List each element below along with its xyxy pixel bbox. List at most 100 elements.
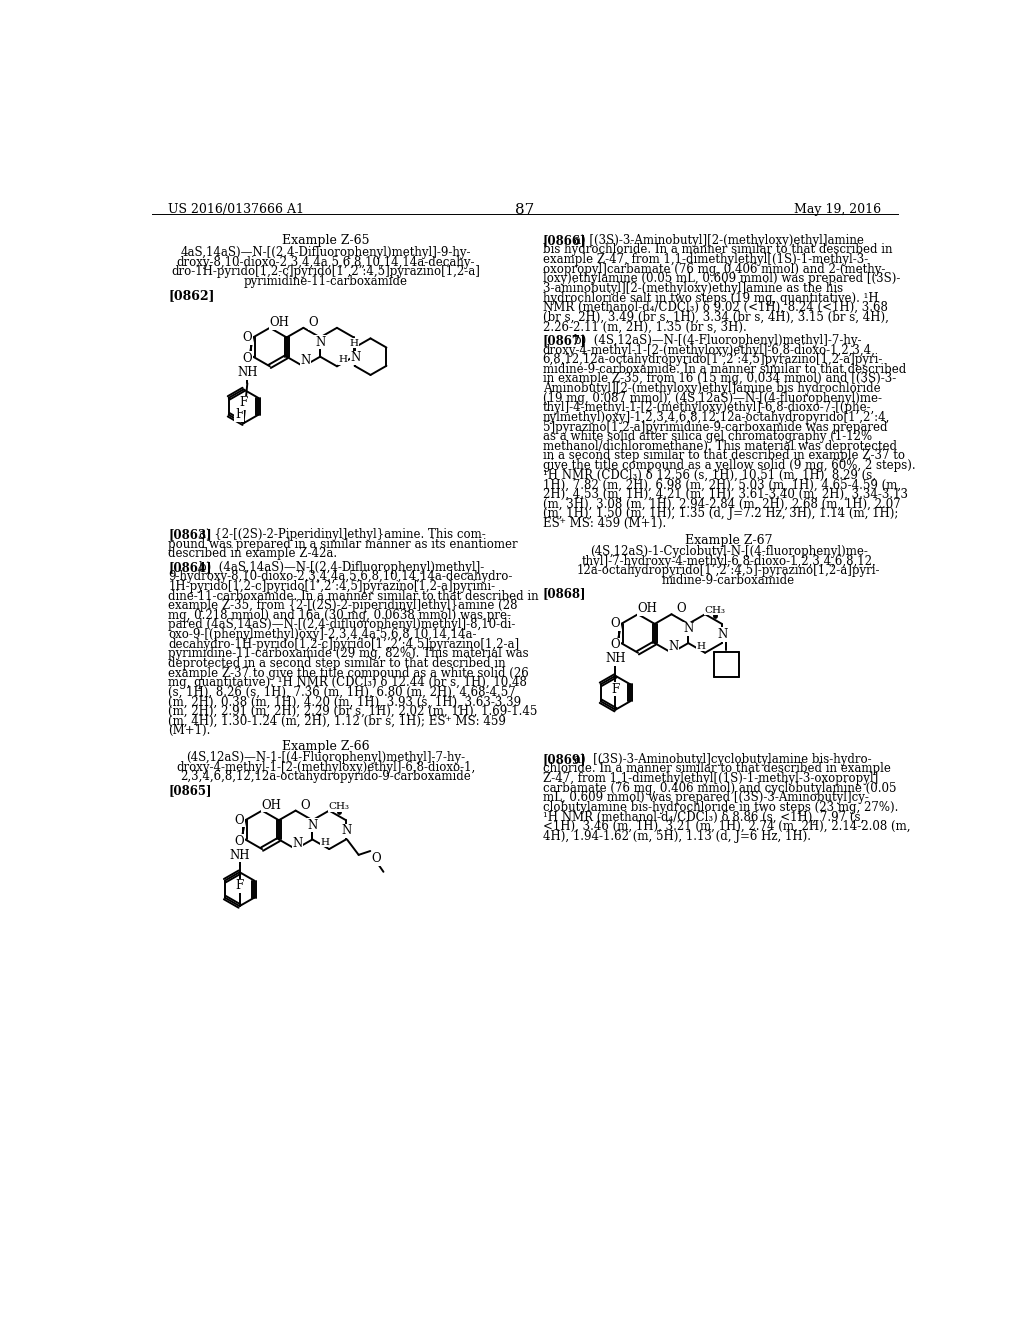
Text: N: N — [342, 824, 352, 837]
Text: pared (4aS,14aS)—N-[(2,4-difluorophenyl)methyl]-8,10-di-: pared (4aS,14aS)—N-[(2,4-difluorophenyl)… — [168, 619, 516, 631]
Text: O: O — [234, 834, 245, 847]
Text: 2H), 4.53 (m, 1H), 4.21 (m, 1H), 3.61-3.40 (m, 2H), 3.34-3.13: 2H), 4.53 (m, 1H), 4.21 (m, 1H), 3.61-3.… — [543, 488, 907, 502]
Text: example Z-47, from 1,1-dimethylethyl[(1S)-1-methyl-3-: example Z-47, from 1,1-dimethylethyl[(1S… — [543, 253, 868, 267]
Text: (4S,12aS)—N-1-[(4-Fluorophenyl)methyl]-7-hy-: (4S,12aS)—N-1-[(4-Fluorophenyl)methyl]-7… — [186, 751, 465, 764]
Text: F: F — [611, 682, 620, 696]
Text: carbamate (76 mg, 0.406 mmol) and cyclobutylamine (0.05: carbamate (76 mg, 0.406 mmol) and cyclob… — [543, 781, 896, 795]
Text: 87: 87 — [515, 203, 535, 216]
Text: May 19, 2016: May 19, 2016 — [795, 203, 882, 216]
Text: (M+1).: (M+1). — [168, 725, 211, 738]
Text: pyrimidine-11-carboxamide: pyrimidine-11-carboxamide — [244, 275, 408, 288]
Text: [0868]: [0868] — [543, 587, 586, 601]
Text: droxy-4-methyl-1-[2-(methyloxy)ethyl]-6,8-dioxo-1,2,3,4,: droxy-4-methyl-1-[2-(methyloxy)ethyl]-6,… — [543, 343, 876, 356]
Text: oxo-9-[(phenylmethyl)oxy]-2,3,4,4a,5,6,8,10,14,14a-: oxo-9-[(phenylmethyl)oxy]-2,3,4,4a,5,6,8… — [168, 628, 477, 642]
Text: 5]pyrazino[1,2-a]pyrimidine-9-carboxamide was prepared: 5]pyrazino[1,2-a]pyrimidine-9-carboxamid… — [543, 421, 887, 433]
Text: N: N — [683, 622, 693, 635]
Text: nylmethyl)oxy]-1,2,3,4,6,8,12,12a-octahydropyrido[1’,2’:4,: nylmethyl)oxy]-1,2,3,4,6,8,12,12a-octahy… — [543, 411, 890, 424]
Text: hydrochloride salt in two steps (19 mg, quantitative). ¹H: hydrochloride salt in two steps (19 mg, … — [543, 292, 879, 305]
Text: O: O — [677, 602, 686, 615]
Text: Example Z-67: Example Z-67 — [685, 535, 772, 548]
Text: chloride. In a manner similar to that described in example: chloride. In a manner similar to that de… — [543, 763, 891, 775]
Text: H: H — [338, 355, 347, 364]
Text: pound was prepared in a similar manner as its enantiomer: pound was prepared in a similar manner a… — [168, 537, 518, 550]
Text: [0867]: [0867] — [543, 334, 586, 347]
Text: N: N — [300, 354, 310, 367]
Text: oxopropyl]carbamate (76 mg, 0.406 mmol) and 2-(methy-: oxopropyl]carbamate (76 mg, 0.406 mmol) … — [543, 263, 885, 276]
Text: (m, 2H), 2.91 (m, 2H), 2.29 (br s, 1H), 2.02 (m, 1H), 1.69-1.45: (m, 2H), 2.91 (m, 2H), 2.29 (br s, 1H), … — [168, 705, 538, 718]
Text: F: F — [234, 408, 243, 421]
Text: 1H), 7.82 (m, 2H), 6.98 (m, 2H), 5.03 (m, 1H), 4.65-4.59 (m,: 1H), 7.82 (m, 2H), 6.98 (m, 2H), 5.03 (m… — [543, 478, 901, 491]
Text: example Z-35, from {2-[(2S)-2-piperidinyl]ethyl}amine (28: example Z-35, from {2-[(2S)-2-piperidiny… — [168, 599, 518, 612]
Text: a)  [(3S)-3-Aminobutyl]cyclobutylamine bis-hydro-: a) [(3S)-3-Aminobutyl]cyclobutylamine bi… — [573, 752, 871, 766]
Text: droxy-4-methyl-1-[2-(methyloxy)ethyl]-6,8-dioxo-1,: droxy-4-methyl-1-[2-(methyloxy)ethyl]-6,… — [176, 760, 475, 774]
Text: 2,3,4,6,8,12,12a-octahydropyrido-9-carboxamide: 2,3,4,6,8,12,12a-octahydropyrido-9-carbo… — [180, 770, 471, 783]
Text: 1H-pyrido[1,2-c]pyrido[1’,2’:4,5]pyrazino[1,2-a]pyrimi-: 1H-pyrido[1,2-c]pyrido[1’,2’:4,5]pyrazin… — [168, 579, 496, 593]
Text: midine-9-carboxamide: midine-9-carboxamide — [663, 574, 796, 587]
Text: a) {2-[(2S)-2-Piperidinyl]ethyl}amine. This com-: a) {2-[(2S)-2-Piperidinyl]ethyl}amine. T… — [200, 528, 486, 541]
Text: NMR (methanol-d₄/CDCl₃) δ 9.02 (<1H), 8.24 (<1H), 3.68: NMR (methanol-d₄/CDCl₃) δ 9.02 (<1H), 8.… — [543, 301, 888, 314]
Text: pyrimidine-11-carboxamide (29 mg, 82%). This material was: pyrimidine-11-carboxamide (29 mg, 82%). … — [168, 647, 529, 660]
Text: (s, 1H), 8.26 (s, 1H), 7.36 (m, 1H), 6.80 (m, 2H), 4.68-4.57: (s, 1H), 8.26 (s, 1H), 7.36 (m, 1H), 6.8… — [168, 686, 516, 698]
Text: 12a-octahydropyrido[1’,2’:4,5]-pyrazino[1,2-a]pyri-: 12a-octahydropyrido[1’,2’:4,5]-pyrazino[… — [577, 564, 881, 577]
Text: 4aS,14aS)—N-[(2,4-Difluorophenyl)methyl]-9-hy-: 4aS,14aS)—N-[(2,4-Difluorophenyl)methyl]… — [180, 246, 471, 259]
Text: H: H — [350, 339, 358, 347]
Text: O: O — [243, 331, 252, 345]
Text: [0863]: [0863] — [168, 528, 212, 541]
Text: give the title compound as a yellow solid (9 mg, 60%, 2 steps).: give the title compound as a yellow soli… — [543, 459, 915, 473]
Text: clobutylamine bis-hydrochloride in two steps (23 mg, 27%).: clobutylamine bis-hydrochloride in two s… — [543, 801, 898, 814]
Text: a) [(3S)-3-Aminobutyl][2-(methyloxy)ethyl]amine: a) [(3S)-3-Aminobutyl][2-(methyloxy)ethy… — [573, 234, 863, 247]
Text: Example Z-66: Example Z-66 — [282, 741, 370, 754]
Text: N: N — [669, 640, 679, 653]
Text: 2.26-2.11 (m, 2H), 1.35 (br s, 3H).: 2.26-2.11 (m, 2H), 1.35 (br s, 3H). — [543, 321, 746, 334]
Text: [0862]: [0862] — [168, 289, 215, 302]
Text: O: O — [610, 638, 621, 651]
Text: example Z-37 to give the title compound as a white solid (26: example Z-37 to give the title compound … — [168, 667, 529, 680]
Text: N: N — [293, 837, 303, 850]
Text: F: F — [236, 879, 244, 892]
Text: N: N — [351, 351, 361, 364]
Text: mg, quantitative). ¹H NMR (CDCl₃) δ 12.44 (br s, 1H), 10.48: mg, quantitative). ¹H NMR (CDCl₃) δ 12.4… — [168, 676, 527, 689]
Text: dine-11-carboxamide. In a manner similar to that described in: dine-11-carboxamide. In a manner similar… — [168, 590, 539, 603]
Text: (m, 3H), 3.08 (m, 1H), 2.94-2.84 (m, 2H), 2.68 (m, 1H), 2.07: (m, 3H), 3.08 (m, 1H), 2.94-2.84 (m, 2H)… — [543, 498, 900, 511]
Text: US 2016/0137666 A1: US 2016/0137666 A1 — [168, 203, 304, 216]
Text: thyl]-7-hydroxy-4-methyl-6,8-dioxo-1,2,3,4,6,8,12,: thyl]-7-hydroxy-4-methyl-6,8-dioxo-1,2,3… — [582, 554, 876, 568]
Text: NH: NH — [605, 652, 626, 665]
Text: 4H), 1.94-1.62 (m, 5H), 1.13 (d, J=6 Hz, 1H).: 4H), 1.94-1.62 (m, 5H), 1.13 (d, J=6 Hz,… — [543, 830, 811, 843]
Text: NH: NH — [238, 366, 258, 379]
Text: N: N — [307, 818, 317, 832]
Text: (br s, 2H), 3.49 (br s, 1H), 3.34 (br s, 4H), 3.15 (br s, 4H),: (br s, 2H), 3.49 (br s, 1H), 3.34 (br s,… — [543, 312, 889, 323]
Text: Aminobutyl][2-(methyloxy)ethyl]amine bis hydrochloride: Aminobutyl][2-(methyloxy)ethyl]amine bis… — [543, 381, 881, 395]
Text: H: H — [321, 838, 330, 847]
Text: mg, 0.218 mmol) and 16a (30 mg, 0.0638 mmol) was pre-: mg, 0.218 mmol) and 16a (30 mg, 0.0638 m… — [168, 609, 511, 622]
Text: (4S,12aS)-1-Cyclobutyl-N-[(4-fluorophenyl)me-: (4S,12aS)-1-Cyclobutyl-N-[(4-fluoropheny… — [590, 545, 867, 558]
Text: methanol/dichloromethane). This material was deprotected: methanol/dichloromethane). This material… — [543, 440, 897, 453]
Text: midine-9-carboxamide. In a manner similar to that described: midine-9-carboxamide. In a manner simila… — [543, 363, 906, 376]
Text: (19 mg, 0.087 mmol), (4S,12aS)—N-[(4-fluorophenyl)me-: (19 mg, 0.087 mmol), (4S,12aS)—N-[(4-flu… — [543, 392, 882, 405]
Text: F: F — [240, 396, 248, 409]
Text: [0864]: [0864] — [168, 561, 212, 574]
Text: b)  (4aS,14aS)—N-[(2,4-Difluorophenyl)methyl]-: b) (4aS,14aS)—N-[(2,4-Difluorophenyl)met… — [200, 561, 484, 574]
Text: (m, 4H), 1.30-1.24 (m, 2H), 1.12 (br s, 1H); ES⁺ MS: 459: (m, 4H), 1.30-1.24 (m, 2H), 1.12 (br s, … — [168, 714, 506, 727]
Text: (m, 1H), 1.50 (m, 1H), 1.35 (d, J=7.2 Hz, 3H), 1.14 (m, 1H);: (m, 1H), 1.50 (m, 1H), 1.35 (d, J=7.2 Hz… — [543, 507, 898, 520]
Text: 6,8,12,12a-octahydropyrido[1’,2’:4,5]pyrazino[1,2-a]pyri-: 6,8,12,12a-octahydropyrido[1’,2’:4,5]pyr… — [543, 354, 883, 366]
Text: O: O — [300, 799, 310, 812]
Text: [0865]: [0865] — [168, 784, 212, 797]
Text: described in example Z-42a.: described in example Z-42a. — [168, 548, 338, 560]
Text: as a white solid after silica gel chromatography (1-12%: as a white solid after silica gel chroma… — [543, 430, 871, 444]
Text: 9-hydroxy-8,10-dioxo-2,3,4,4a,5,6,8,10,14,14a-decahydro-: 9-hydroxy-8,10-dioxo-2,3,4,4a,5,6,8,10,1… — [168, 570, 513, 583]
Text: OH: OH — [638, 602, 657, 615]
Text: OH: OH — [269, 315, 290, 329]
Text: Example Z-65: Example Z-65 — [282, 234, 370, 247]
Text: <1H), 3.46 (m, 1H), 3.21 (m, 1H), 2.74 (m, 2H), 2.14-2.08 (m,: <1H), 3.46 (m, 1H), 3.21 (m, 1H), 2.74 (… — [543, 820, 910, 833]
Text: Z-47, from 1,1-dimethylethyl[(1S)-1-methyl-3-oxopropyl]: Z-47, from 1,1-dimethylethyl[(1S)-1-meth… — [543, 772, 878, 785]
Text: thyl]-4-methyl-1-[2-(methyloxy)ethyl]-6,8-dioxo-7-[(phe-: thyl]-4-methyl-1-[2-(methyloxy)ethyl]-6,… — [543, 401, 871, 414]
Text: H: H — [696, 642, 706, 651]
Text: 3-aminobutyl][2-(methyloxy)ethyl]amine as the his: 3-aminobutyl][2-(methyloxy)ethyl]amine a… — [543, 282, 843, 294]
Text: deprotected in a second step similar to that described in: deprotected in a second step similar to … — [168, 657, 506, 671]
Text: mL, 0.609 mmol) was prepared [(3S)-3-Aminobutyl]cy-: mL, 0.609 mmol) was prepared [(3S)-3-Ami… — [543, 792, 868, 804]
Text: O: O — [372, 853, 381, 865]
Text: loxy)ethylamine (0.05 mL, 0.609 mmol) was prepared [(3S)-: loxy)ethylamine (0.05 mL, 0.609 mmol) wa… — [543, 272, 900, 285]
Text: N: N — [315, 335, 326, 348]
Text: ¹H NMR (methanol-d₄/CDCl₃) δ 8.86 (s, <1H), 7.97 (s,: ¹H NMR (methanol-d₄/CDCl₃) δ 8.86 (s, <1… — [543, 810, 864, 824]
Text: NH: NH — [229, 849, 250, 862]
